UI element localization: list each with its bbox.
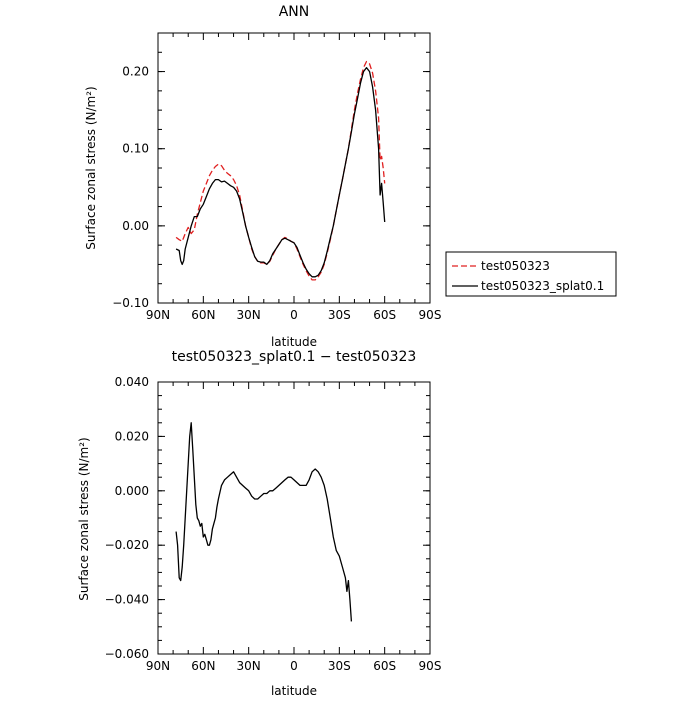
- bottom-panel: test050323_splat0.1 − test050323 90N 60N 3…: [77, 349, 441, 698]
- top-panel-ytick-label: 0.00: [122, 219, 149, 233]
- top-panel-title: ANN: [279, 4, 310, 20]
- top-panel-xtick-label: 90S: [419, 308, 442, 322]
- bottom-panel-title: test050323_splat0.1 − test050323: [172, 349, 417, 365]
- bottom-panel-ytick-label: 0.040: [115, 375, 149, 389]
- top-panel-series-line-1: [175, 60, 386, 281]
- top-panel-xtick-label: 60N: [191, 308, 215, 322]
- bottom-panel-series: [175, 422, 353, 622]
- bottom-panel-xtick-label: 60S: [373, 659, 396, 673]
- bottom-panel-xtick-label: 90S: [419, 659, 442, 673]
- legend: test050323 test050323_splat0.1: [445, 251, 617, 297]
- top-panel-ytick-label: 0.10: [122, 142, 149, 156]
- top-panel-xtick-label: 0: [290, 308, 298, 322]
- bottom-panel-xtick-label: 30S: [328, 659, 351, 673]
- top-panel-frame: [157, 32, 431, 304]
- bottom-panel-ylabel: Surface zonal stress (N/m²): [77, 437, 91, 601]
- top-panel-series: [175, 60, 386, 281]
- bottom-panel-axes: 90N 60N 30N 0 30S 60S 90S −0.060 −0.040 −0.020 0.0…: [105, 375, 442, 673]
- bottom-panel-xtick-label: 30N: [237, 659, 261, 673]
- top-panel-xtick-label: 30S: [328, 308, 351, 322]
- top-panel-xtick-label: 90N: [146, 308, 170, 322]
- top-panel-xlabel: latitude: [271, 335, 317, 349]
- bottom-panel-xlabel: latitude: [271, 684, 317, 698]
- top-panel-xtick-label: 60S: [373, 308, 396, 322]
- bottom-panel-ytick-label: −0.020: [105, 538, 149, 552]
- bottom-panel-ytick-label: −0.040: [105, 593, 149, 607]
- bottom-panel-ytick-label: 0.020: [115, 429, 149, 443]
- bottom-panel-frame: [157, 381, 431, 655]
- bottom-panel-xtick-label: 90N: [146, 659, 170, 673]
- top-panel-ytick-label: −0.10: [112, 296, 149, 310]
- top-panel: ANN 90N 60N 30N 0 30S 60S 90S −0.10 0.00 0.10 0.20…: [84, 4, 441, 349]
- legend-box: [445, 251, 617, 297]
- top-panel-ylabel: Surface zonal stress (N/m²): [84, 86, 98, 250]
- top-panel-series-line-2: [175, 67, 386, 278]
- bottom-panel-ytick-label: −0.060: [105, 647, 149, 661]
- bottom-panel-series-line-1: [175, 422, 353, 622]
- bottom-panel-ytick-label: 0.000: [115, 484, 149, 498]
- top-panel-xtick-label: 30N: [237, 308, 261, 322]
- bottom-panel-xtick-label: 0: [290, 659, 298, 673]
- top-panel-ytick-label: 0.20: [122, 65, 149, 79]
- top-panel-axes: 90N 60N 30N 0 30S 60S 90S −0.10 0.00 0.10 0.20: [112, 32, 442, 322]
- bottom-panel-xtick-label: 60N: [191, 659, 215, 673]
- legend-label-splat: test050323_splat0.1: [481, 279, 604, 293]
- legend-label-test050323: test050323: [481, 259, 550, 273]
